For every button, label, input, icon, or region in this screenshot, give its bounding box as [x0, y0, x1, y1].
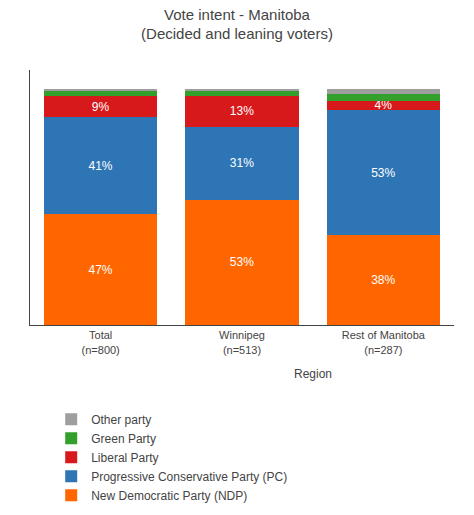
- svg-text:31%: 31%: [230, 156, 254, 170]
- svg-text:Rest of Manitoba(n=287): Rest of Manitoba(n=287): [342, 329, 426, 355]
- svg-text:41%: 41%: [88, 159, 112, 173]
- svg-text:4%: 4%: [374, 98, 392, 112]
- svg-text:Liberal Party: Liberal Party: [91, 451, 158, 465]
- svg-text:53%: 53%: [230, 255, 254, 269]
- svg-text:47%: 47%: [88, 263, 112, 277]
- svg-text:Progressive Conservative Party: Progressive Conservative Party (PC): [91, 470, 287, 484]
- svg-text:Winnipeg(n=513): Winnipeg(n=513): [219, 329, 265, 355]
- svg-text:Region: Region: [294, 367, 332, 381]
- svg-text:Green Party: Green Party: [91, 432, 156, 446]
- svg-text:13%: 13%: [230, 104, 254, 118]
- svg-text:38%: 38%: [371, 273, 395, 287]
- svg-text:9%: 9%: [92, 100, 110, 114]
- svg-text:Total(n=800): Total(n=800): [82, 329, 120, 355]
- svg-text:New Democratic Party (NDP): New Democratic Party (NDP): [91, 489, 247, 503]
- svg-text:Vote intent - Manitoba(Decided: Vote intent - Manitoba(Decided and leani…: [141, 6, 333, 43]
- svg-text:53%: 53%: [371, 166, 395, 180]
- svg-text:Other party: Other party: [91, 413, 151, 427]
